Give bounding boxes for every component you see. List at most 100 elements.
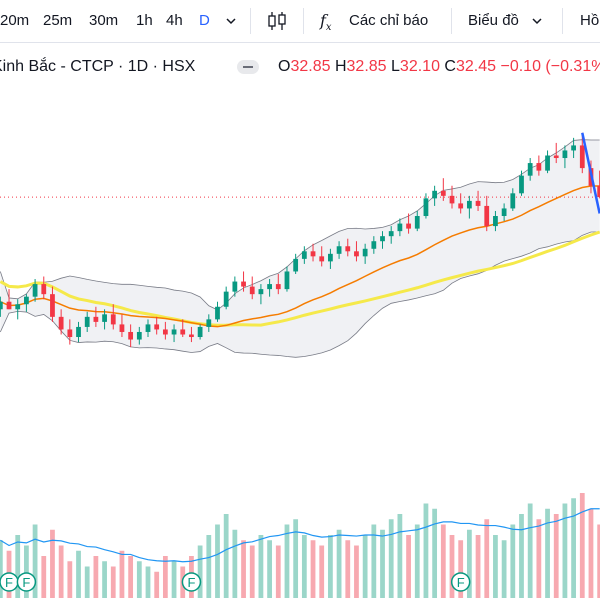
volume-bar [371, 524, 377, 598]
volume-bar [475, 535, 481, 598]
candle-body [536, 163, 542, 171]
candle-body [275, 284, 281, 290]
candle-body [362, 248, 368, 257]
candle-body [232, 281, 238, 292]
volume-bar [145, 566, 151, 598]
toolbar-divider [451, 8, 452, 34]
candle-body [67, 329, 73, 338]
candle-body [102, 314, 107, 322]
volume-bar [336, 529, 342, 598]
volume-bar [189, 556, 194, 598]
volume-bar [397, 514, 403, 598]
candle-body [223, 291, 229, 307]
event-marker-label: F [187, 575, 195, 590]
volume-bar [536, 519, 542, 598]
candle-body [588, 168, 594, 186]
chart-toolbar: 20m 25m 30m 1h 4h D fx Các chỉ báo Biểu … [0, 0, 600, 43]
candle-body [206, 319, 212, 327]
interval-20m[interactable]: 20m [0, 12, 30, 29]
candle-body [41, 284, 47, 295]
volume-bar [84, 566, 90, 598]
candle-body [0, 301, 3, 310]
volume-bar [328, 535, 333, 598]
ohlc-values: O32.85 H32.85 L32.10 C32.45 −0.10 (−0.31… [278, 50, 600, 84]
collapse-legend-icon[interactable] [237, 60, 259, 74]
candle-body [128, 331, 134, 340]
candle-body [197, 326, 203, 338]
open-value: 32.85 [290, 58, 331, 75]
bollinger-upper-line [0, 139, 600, 311]
interval-25m[interactable]: 25m [43, 12, 73, 29]
candle-body [414, 216, 420, 229]
event-marker [16, 572, 37, 592]
event-marker-label: F [457, 575, 465, 590]
interval-30m[interactable]: 30m [89, 12, 119, 29]
volume-bar [171, 561, 177, 598]
candle-body [484, 205, 490, 227]
candle-body [545, 155, 550, 171]
candle-body [136, 331, 142, 340]
volume-bar [406, 535, 411, 598]
event-marker [450, 572, 471, 592]
candle-body [110, 314, 116, 325]
candle-body [406, 223, 411, 229]
high-label: H [334, 58, 347, 75]
volume-bar [67, 561, 73, 598]
volume-bar [527, 503, 533, 598]
candle-body [284, 271, 290, 290]
symbol-title[interactable]: Kinh Bắc - CTCP · 1D · HSX [0, 58, 196, 75]
volume-bar [501, 540, 507, 598]
candlestick-icon[interactable] [266, 10, 288, 32]
candle-body [527, 163, 533, 176]
volume-bar [423, 503, 429, 598]
toolbar-divider [303, 8, 304, 34]
volume-bar [284, 524, 290, 598]
candle-body [562, 150, 568, 159]
candle-body [258, 289, 264, 295]
candle-body [380, 236, 385, 242]
volume-bar [15, 535, 21, 598]
candle-body [553, 155, 559, 159]
indicators-fx-icon[interactable]: fx [320, 11, 332, 34]
volume-bar [0, 540, 3, 598]
candle-body [571, 145, 576, 151]
volume-bar [180, 566, 186, 598]
interval-1h[interactable]: 1h [136, 12, 153, 29]
volume-bar [510, 524, 516, 598]
volume-bar [484, 519, 490, 598]
event-marker-label: F [22, 575, 30, 590]
volume-bar [249, 545, 255, 598]
volume-bar [380, 529, 385, 598]
short-moving-average-line [0, 185, 600, 328]
chevron-down-icon[interactable] [224, 14, 238, 28]
volume-bar [354, 545, 359, 598]
candle-body [579, 145, 585, 169]
volume-bar [362, 535, 368, 598]
volume-bar [206, 535, 212, 598]
candle-body [6, 301, 12, 310]
volume-bar [414, 524, 420, 598]
candle-body [154, 324, 160, 330]
candle-body [493, 216, 498, 227]
candle-body [267, 284, 272, 290]
interval-4h[interactable]: 4h [166, 12, 183, 29]
candle-body [354, 251, 359, 257]
volume-bar [545, 508, 550, 598]
volume-bar [588, 508, 594, 598]
high-value: 32.85 [346, 58, 387, 75]
volume-bar [50, 529, 55, 598]
candle-body [475, 200, 481, 206]
chevron-down-icon[interactable] [530, 14, 544, 28]
overflow-button[interactable]: Hồ [580, 12, 600, 29]
volume-bar [241, 540, 246, 598]
event-marker [181, 572, 202, 592]
candle-body [171, 329, 177, 335]
interval-d[interactable]: D [199, 12, 210, 29]
volume-bar [154, 571, 160, 598]
chart-type-button[interactable]: Biểu đồ [468, 12, 519, 29]
indicators-button[interactable]: Các chỉ báo [349, 12, 429, 29]
volume-bar [58, 545, 64, 598]
candle-body [119, 324, 125, 332]
